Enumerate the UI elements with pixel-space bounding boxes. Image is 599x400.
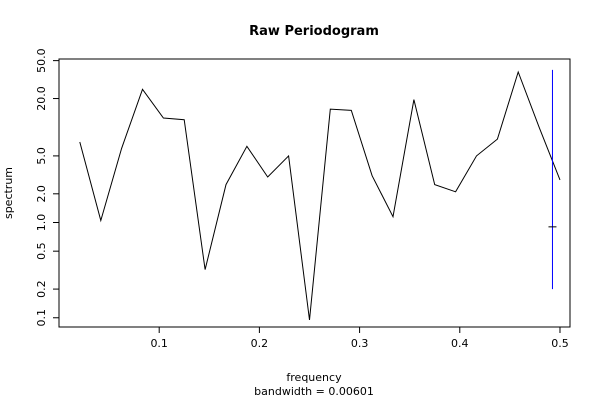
x-tick-label: 0.2	[251, 337, 269, 350]
y-axis-label: spectrum	[2, 167, 15, 219]
plot-frame	[58, 58, 571, 328]
y-tick-label: 2.0	[35, 185, 48, 203]
y-axis: 0.1 0.2 0.5 1.0 2.0 5.0 20.0 50.0	[35, 48, 59, 327]
chart-title: Raw Periodogram	[249, 24, 379, 39]
x-tick-label: 0.1	[150, 337, 168, 350]
x-tick-label: 0.4	[451, 337, 469, 350]
y-tick-label: 5.0	[35, 147, 48, 165]
y-tick-label: 0.2	[35, 280, 48, 298]
y-tick-label: 0.5	[35, 242, 48, 259]
confidence-interval	[548, 69, 557, 290]
x-tick-label: 0.5	[551, 337, 569, 350]
periodogram-line	[79, 70, 561, 320]
y-tick-label: 1.0	[35, 214, 48, 232]
x-axis: 0.1 0.2 0.3 0.4 0.5	[150, 327, 569, 350]
x-tick-label: 0.3	[351, 337, 369, 350]
y-tick-label: 0.1	[35, 309, 48, 327]
y-tick-label: 50.0	[35, 48, 48, 73]
x-axis-label: frequency	[286, 371, 342, 384]
series-layer	[79, 70, 561, 320]
bandwidth-label: bandwidth = 0.00601	[254, 385, 374, 398]
y-tick-label: 20.0	[35, 86, 48, 111]
